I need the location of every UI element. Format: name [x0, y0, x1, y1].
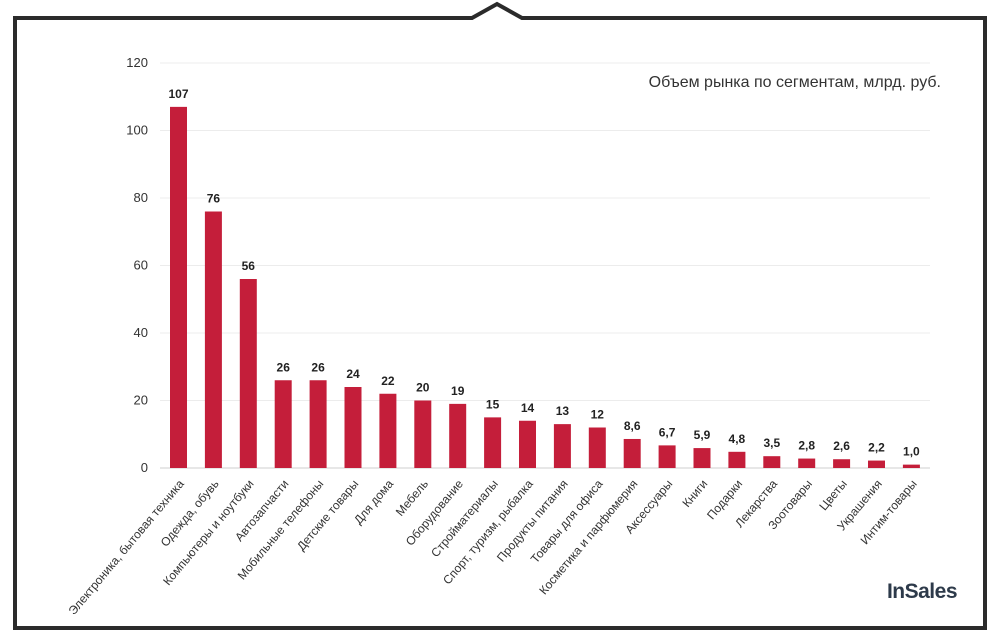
data-label: 6,7	[659, 425, 676, 439]
bar	[833, 459, 851, 468]
y-tick-label: 20	[134, 393, 148, 408]
y-tick-label: 120	[126, 55, 148, 70]
bar	[728, 451, 746, 468]
bar	[344, 387, 362, 468]
bar	[588, 427, 606, 468]
data-label: 56	[242, 259, 256, 273]
category-label: Цветы	[816, 477, 850, 513]
bar	[449, 403, 467, 468]
category-label: Детские товары	[294, 477, 361, 553]
bar	[623, 438, 641, 468]
bar	[379, 393, 397, 468]
data-label: 14	[521, 401, 535, 415]
chart-title: Объем рынка по сегментам, млрд. руб.	[648, 74, 941, 91]
bar	[868, 460, 885, 468]
bar	[239, 279, 257, 468]
bar	[798, 458, 816, 468]
bar	[170, 106, 187, 468]
bar	[693, 448, 711, 468]
data-label: 2,2	[868, 441, 885, 455]
data-label: 19	[451, 384, 465, 398]
data-label: 4,8	[729, 432, 746, 446]
bar	[553, 424, 571, 468]
data-labels: 107 76 56 26 26 24 22 20 19 15 14 13 12 8,6 6,7 5,9 4,8 3…	[168, 87, 920, 459]
category-label: Книги	[679, 477, 710, 510]
data-label: 13	[556, 404, 570, 418]
data-label: 2,8	[798, 439, 815, 453]
y-tick-label: 100	[126, 123, 148, 138]
bar	[658, 445, 676, 468]
data-label: 107	[168, 87, 188, 101]
data-label: 22	[381, 374, 395, 388]
bar	[414, 400, 432, 468]
data-label: 24	[346, 367, 360, 381]
data-label: 5,9	[694, 428, 711, 442]
data-label: 26	[277, 360, 291, 374]
bar	[902, 464, 920, 468]
bar	[763, 456, 781, 468]
bars	[170, 106, 920, 468]
y-tick-label: 80	[134, 190, 148, 205]
y-tick-label: 40	[134, 325, 148, 340]
bar	[204, 211, 222, 468]
brand-logo: InSales	[886, 580, 958, 603]
data-label: 12	[591, 408, 605, 422]
y-axis-ticks: 0 20 40 60 80 100 120	[126, 55, 148, 475]
bar	[484, 417, 502, 468]
data-label: 76	[207, 192, 221, 206]
data-label: 3,5	[763, 436, 780, 450]
bar	[519, 420, 536, 468]
bar	[309, 380, 327, 468]
data-label: 2,6	[833, 439, 850, 453]
data-label: 1,0	[903, 445, 920, 459]
data-label: 20	[416, 381, 430, 395]
y-tick-label: 60	[134, 258, 148, 273]
y-tick-label: 0	[141, 460, 148, 475]
bar	[274, 380, 292, 468]
data-label: 8,6	[624, 419, 641, 433]
data-label: 15	[486, 397, 500, 411]
data-label: 26	[311, 360, 325, 374]
